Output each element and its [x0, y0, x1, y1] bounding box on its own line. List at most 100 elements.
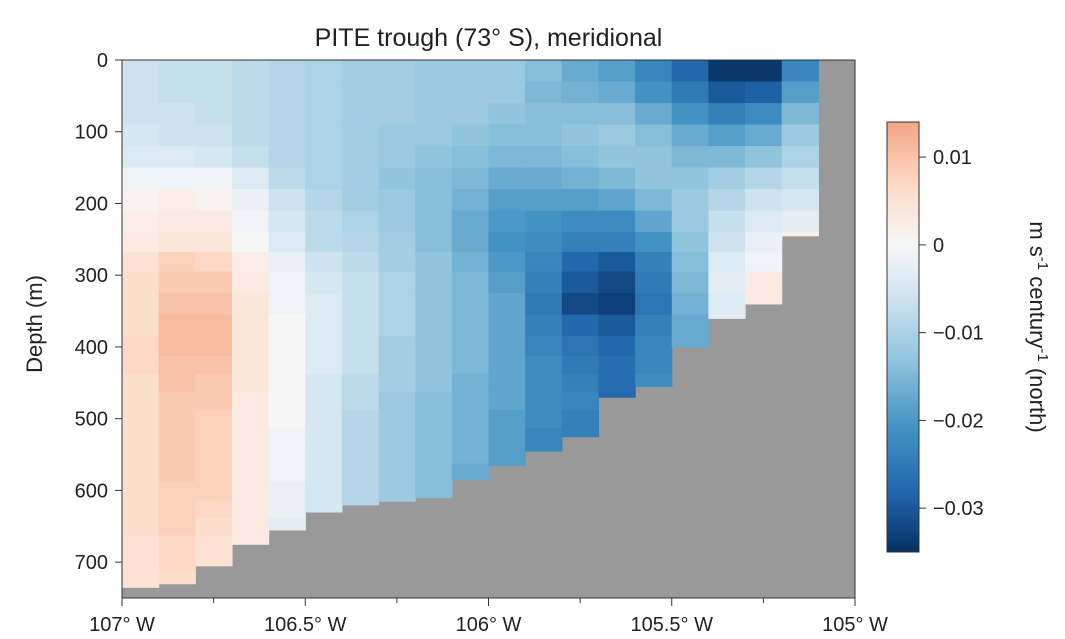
velocity-cell: [158, 517, 196, 536]
velocity-cell: [231, 146, 270, 169]
velocity-cell: [525, 210, 563, 233]
velocity-cell: [451, 271, 490, 294]
velocity-cell: [415, 391, 453, 411]
velocity-cell: [451, 189, 490, 212]
velocity-cell: [158, 124, 196, 147]
velocity-cell: [561, 60, 600, 83]
velocity-cell: [488, 251, 526, 273]
velocity-cell: [525, 427, 563, 447]
velocity-cell: [378, 146, 416, 169]
velocity-cell: [635, 355, 673, 375]
velocity-cell: [305, 427, 343, 447]
velocity-cell: [781, 81, 819, 104]
velocity-cell: [745, 124, 783, 147]
velocity-cell: [671, 271, 709, 294]
velocity-cell: [451, 336, 490, 357]
velocity-cell: [745, 60, 783, 83]
velocity-cell: [231, 210, 270, 233]
velocity-cell: [378, 167, 416, 190]
velocity-cell: [378, 499, 416, 502]
velocity-cell: [158, 553, 196, 572]
velocity-cell: [305, 81, 343, 104]
velocity-cell: [415, 146, 453, 169]
velocity-cell: [195, 409, 233, 429]
velocity-cell: [231, 355, 270, 375]
velocity-cell: [231, 103, 270, 126]
velocity-cell: [268, 499, 306, 518]
velocity-cell: [122, 103, 160, 126]
y-tick-label: 600: [75, 480, 108, 502]
velocity-cell: [158, 463, 196, 483]
velocity-cell: [305, 124, 343, 147]
velocity-cell: [561, 355, 600, 375]
velocity-cell: [451, 427, 490, 447]
velocity-cell: [305, 210, 343, 233]
velocity-cell: [231, 517, 270, 536]
velocity-cell: [781, 210, 819, 233]
velocity-cell: [378, 60, 416, 83]
velocity-cell: [231, 293, 270, 316]
velocity-cell: [488, 146, 526, 169]
velocity-cell: [561, 232, 600, 253]
velocity-cell: [598, 167, 636, 190]
velocity-cell: [268, 167, 306, 190]
velocity-cell: [158, 336, 196, 357]
velocity-cell: [195, 146, 233, 169]
velocity-cell: [158, 481, 196, 500]
velocity-cell: [195, 445, 233, 465]
colorbar-label-part: m s: [1025, 221, 1050, 256]
x-tick-label: 105.5° W: [631, 614, 714, 636]
velocity-cell: [415, 355, 453, 375]
velocity-cell: [781, 189, 819, 212]
velocity-cell: [158, 210, 196, 233]
velocity-cell: [598, 60, 636, 83]
velocity-cell: [378, 293, 416, 316]
velocity-cell: [525, 293, 563, 316]
velocity-cell: [305, 232, 343, 253]
velocity-cell: [195, 60, 233, 83]
velocity-cell: [708, 167, 746, 190]
velocity-cell: [708, 189, 746, 212]
velocity-cell: [305, 336, 343, 357]
velocity-cell: [231, 271, 270, 294]
velocity-cell: [158, 409, 196, 429]
velocity-cell: [415, 124, 453, 147]
velocity-cell: [195, 189, 233, 212]
velocity-cell: [561, 146, 600, 169]
velocity-cell: [158, 373, 196, 393]
velocity-cell: [671, 251, 709, 273]
y-axis: 0 100 200 300 400 500 600 700: [75, 50, 122, 574]
x-tick-label: 105° W: [822, 614, 888, 636]
velocity-cell: [195, 427, 233, 447]
velocity-cell: [341, 124, 380, 147]
velocity-cell: [451, 81, 490, 104]
velocity-cell: [305, 167, 343, 190]
velocity-cell: [341, 293, 380, 316]
velocity-cell: [671, 81, 709, 104]
velocity-cell: [378, 445, 416, 465]
velocity-cell: [635, 293, 673, 316]
velocity-cell: [415, 103, 453, 126]
velocity-cell: [671, 60, 709, 83]
velocity-cell: [122, 271, 160, 294]
velocity-cell: [122, 517, 160, 536]
velocity-cell: [195, 463, 233, 483]
velocity-cell: [305, 251, 343, 273]
colorbar-label-part: -1: [1035, 257, 1052, 270]
velocity-cell: [305, 445, 343, 465]
velocity-cell: [158, 232, 196, 253]
velocity-cell: [305, 373, 343, 393]
velocity-cell: [488, 103, 526, 126]
velocity-cell: [195, 210, 233, 233]
velocity-cell: [378, 124, 416, 147]
velocity-cell: [378, 409, 416, 429]
velocity-cell: [122, 499, 160, 518]
velocity-cell: [415, 336, 453, 357]
velocity-cell: [305, 103, 343, 126]
velocity-cell: [415, 427, 453, 447]
velocity-cell: [305, 409, 343, 429]
velocity-cell: [122, 553, 160, 572]
velocity-cell: [635, 81, 673, 104]
velocity-cell: [231, 463, 270, 483]
